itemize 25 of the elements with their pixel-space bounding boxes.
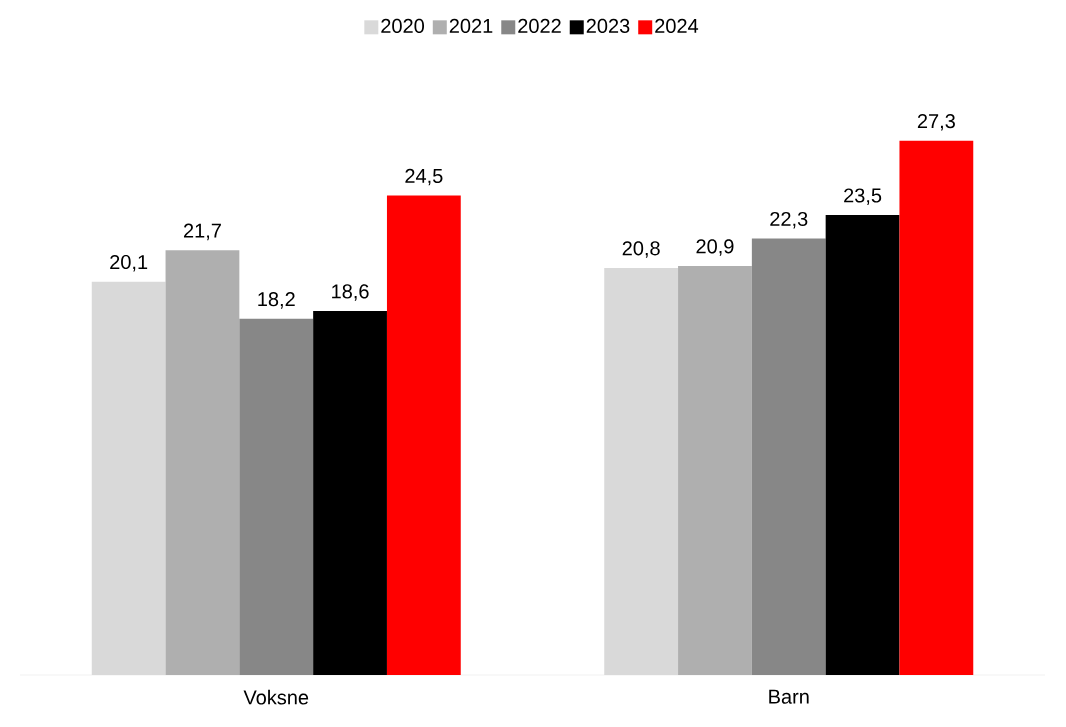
data-label: 20,9 [696,239,734,256]
x-tick-label: Voksne [243,689,309,705]
legend-label: 2021 [449,18,493,34]
bar [165,250,240,675]
x-tick-label: Barn [769,689,809,704]
legend-label: 2024 [655,18,699,34]
data-label: 20,8 [622,241,660,258]
bar [751,238,826,675]
legend-label: 2022 [518,18,561,34]
data-label: 27,3 [917,114,955,131]
bar [239,318,314,675]
legend-label: 2023 [586,18,630,34]
data-label: 23,5 [844,188,882,205]
bar [313,311,387,675]
data-label: 24,5 [405,168,443,186]
data-label: 20,1 [110,254,148,272]
bar [678,266,752,675]
data-label: 21,7 [183,223,221,241]
data-label: 22,3 [770,211,808,229]
data-label: 18,6 [332,284,369,301]
bar [386,195,461,675]
bar [825,215,900,675]
bar [899,140,974,675]
data-label: 18,2 [258,292,295,309]
legend-label: 2020 [381,18,425,34]
